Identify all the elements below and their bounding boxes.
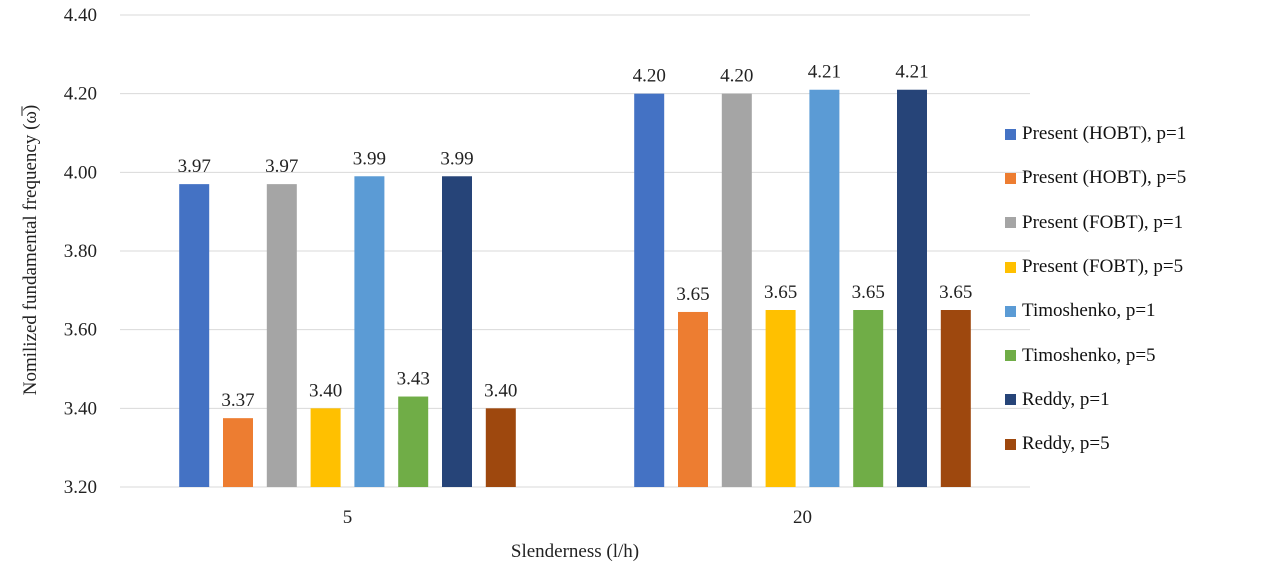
- legend-swatch: [1005, 128, 1016, 140]
- legend-swatch: [1005, 394, 1016, 406]
- bar: [678, 311, 708, 487]
- legend-label: Reddy, p=5: [1022, 433, 1110, 455]
- data-label: 3.65: [676, 284, 709, 305]
- y-tick-label: 4.40: [64, 5, 97, 26]
- legend-swatch: [1005, 217, 1016, 229]
- x-axis-label: Slenderness (l/h): [511, 541, 639, 562]
- legend-label: Present (HOBT), p=5: [1022, 167, 1187, 189]
- data-label: 3.40: [309, 380, 342, 401]
- data-label: 3.43: [397, 369, 430, 390]
- bar: [765, 310, 796, 487]
- bar: [442, 176, 472, 487]
- legend-swatch: [1005, 172, 1016, 184]
- legend-item: Present (HOBT), p=1: [1005, 112, 1186, 156]
- legend-item: Present (HOBT), p=5: [1005, 156, 1186, 200]
- legend-label: Reddy, p=1: [1022, 388, 1110, 410]
- legend-swatch: [1005, 350, 1016, 362]
- legend-item: Timoshenko, p=1: [1005, 289, 1186, 333]
- bar: [223, 418, 253, 487]
- legend-swatch: [1005, 261, 1016, 273]
- legend-label: Present (FOBT), p=1: [1022, 211, 1184, 233]
- y-axis-label: Nomilized fundamental frequency (ω̅): [20, 105, 41, 396]
- legend-label: Present (FOBT), p=5: [1022, 256, 1184, 278]
- bar: [310, 408, 341, 487]
- y-tick-label: 3.40: [64, 398, 97, 419]
- y-tick-label: 4.00: [64, 162, 97, 183]
- data-label: 3.65: [764, 282, 797, 303]
- legend-item: Present (FOBT), p=5: [1005, 245, 1186, 289]
- data-label: 3.99: [440, 148, 473, 169]
- data-label: 3.97: [178, 156, 211, 177]
- data-label: 3.65: [939, 282, 972, 303]
- bar: [721, 93, 752, 488]
- data-label: 3.65: [852, 282, 885, 303]
- bar: [485, 408, 516, 487]
- data-label: 4.20: [633, 66, 666, 87]
- bar: [853, 310, 884, 487]
- y-tick-label: 3.80: [64, 241, 97, 262]
- bar: [634, 93, 665, 488]
- legend-item: Reddy, p=5: [1005, 422, 1186, 466]
- y-tick-label: 3.20: [64, 477, 97, 498]
- x-tick-label: 5: [343, 507, 353, 528]
- data-label: 4.20: [720, 66, 753, 87]
- bar: [354, 176, 385, 487]
- data-label: 4.21: [808, 62, 841, 83]
- legend-label: Timoshenko, p=5: [1022, 344, 1156, 366]
- y-tick-label: 3.60: [64, 320, 97, 341]
- data-label: 3.97: [265, 156, 298, 177]
- legend-label: Present (HOBT), p=1: [1022, 123, 1187, 145]
- bar: [266, 184, 297, 487]
- data-label: 3.40: [484, 380, 517, 401]
- legend-swatch: [1005, 305, 1016, 317]
- legend-item: Reddy, p=1: [1005, 378, 1186, 422]
- bar: [179, 184, 210, 487]
- bar: [398, 396, 429, 487]
- bar: [809, 89, 840, 487]
- legend: Present (HOBT), p=1 Present (HOBT), p=5 Pr…: [1005, 112, 1186, 466]
- data-label: 3.37: [221, 390, 254, 411]
- legend-item: Timoshenko, p=5: [1005, 333, 1186, 377]
- legend-label: Timoshenko, p=1: [1022, 300, 1156, 322]
- legend-swatch: [1005, 438, 1016, 450]
- bar: [940, 310, 971, 487]
- data-label: 4.21: [895, 62, 928, 83]
- x-tick-label: 20: [793, 507, 812, 528]
- bar: [897, 89, 927, 487]
- y-tick-label: 4.20: [64, 84, 97, 105]
- data-label: 3.99: [353, 148, 386, 169]
- legend-item: Present (FOBT), p=1: [1005, 201, 1186, 245]
